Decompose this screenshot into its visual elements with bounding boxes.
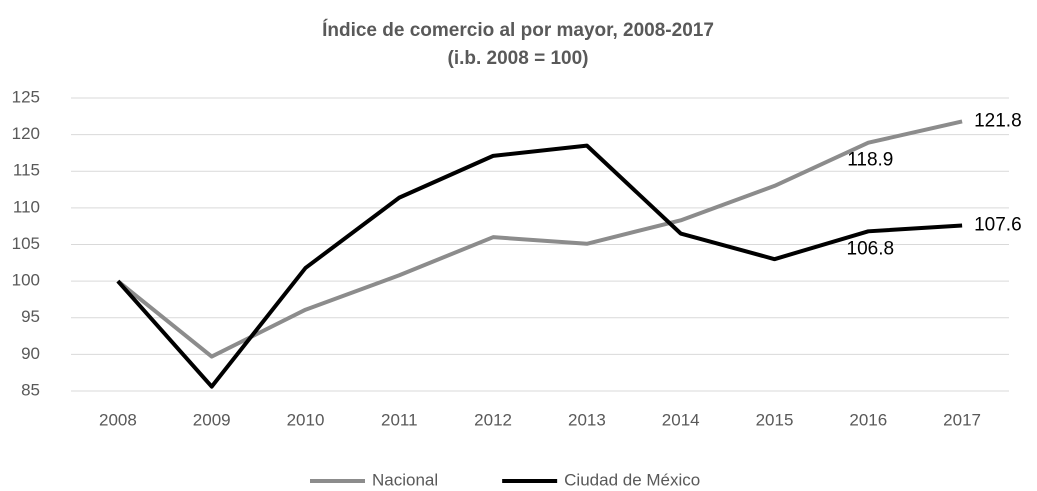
series-line: [116, 143, 963, 389]
y-tick-label: 125: [12, 87, 40, 106]
y-tick-label: 100: [12, 271, 40, 290]
x-tick-label: 2016: [849, 410, 887, 429]
x-tick-label: 2013: [568, 410, 606, 429]
y-tick-label: 105: [12, 234, 40, 253]
x-tick-label: 2015: [756, 410, 794, 429]
data-label: 106.8: [847, 238, 895, 259]
x-tick-label: 2010: [287, 410, 325, 429]
data-label: 107.6: [974, 214, 1022, 235]
chart-subtitle: (i.b. 2008 = 100): [448, 48, 589, 69]
series-line: [116, 119, 963, 359]
x-tick-label: 2008: [99, 410, 137, 429]
y-tick-label: 120: [12, 124, 40, 143]
x-tick-label: 2012: [474, 410, 512, 429]
x-tick-label: 2014: [662, 410, 700, 429]
data-label: 118.9: [847, 150, 893, 171]
data-label: 121.8: [974, 110, 1022, 131]
y-tick-label: 85: [21, 380, 40, 399]
y-tick-label: 95: [21, 307, 40, 326]
y-tick-label: 90: [21, 344, 40, 363]
legend-label: Nacional: [372, 470, 438, 489]
x-tick-label: 2017: [943, 410, 981, 429]
chart-title: Índice de comercio al por mayor, 2008-20…: [322, 19, 714, 41]
y-tick-label: 110: [13, 197, 40, 216]
legend-label: Ciudad de México: [564, 470, 700, 489]
x-tick-label: 2011: [381, 410, 418, 429]
x-tick-label: 2009: [193, 410, 231, 429]
y-tick-label: 115: [13, 161, 40, 180]
